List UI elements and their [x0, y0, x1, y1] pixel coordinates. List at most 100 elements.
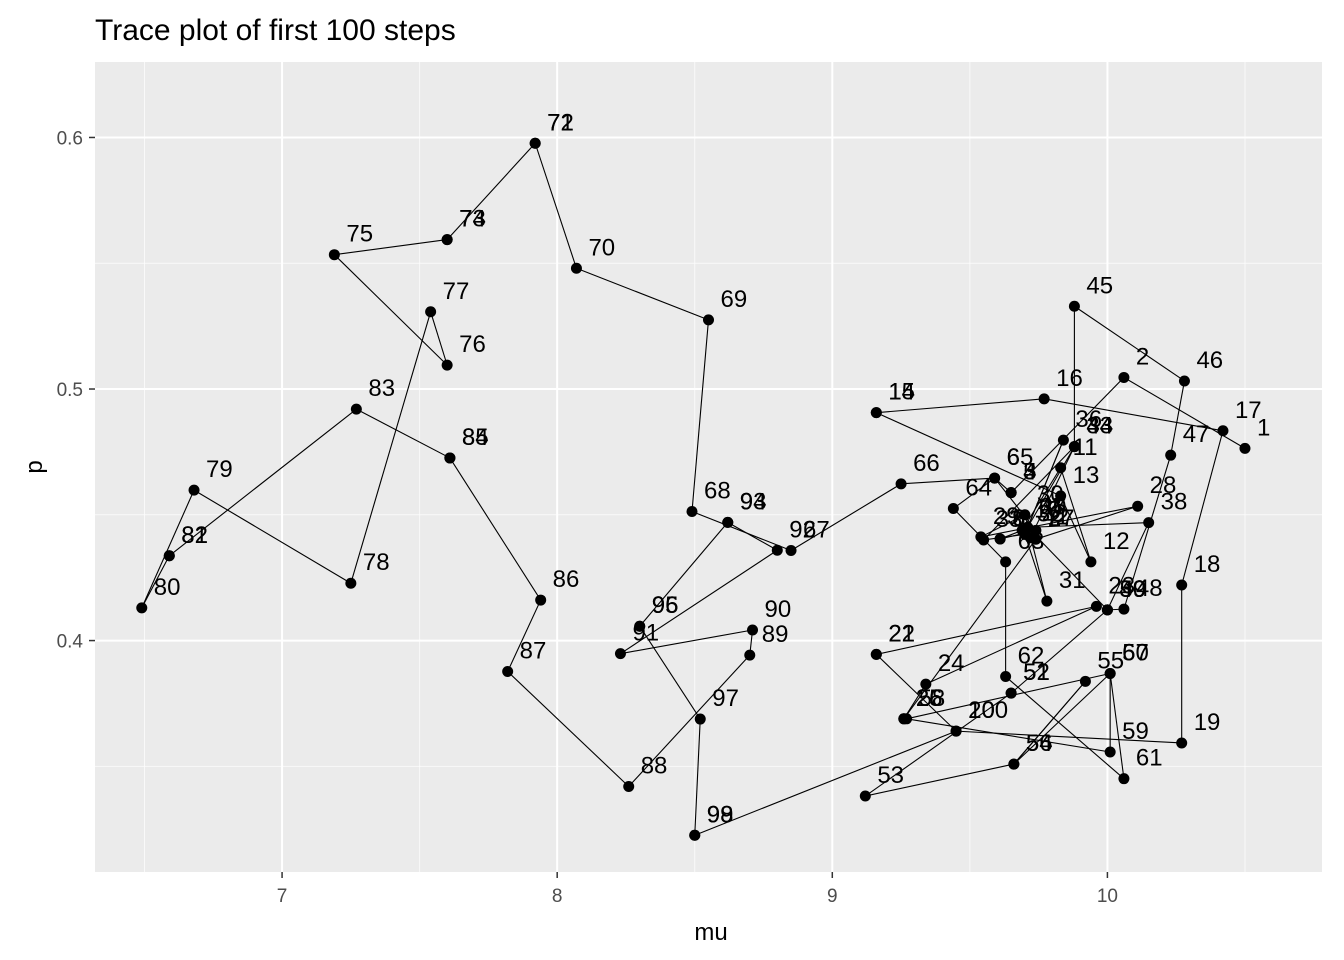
label-step-6: 6	[1007, 444, 1020, 471]
label-step-97: 97	[712, 685, 739, 712]
label-step-24: 24	[938, 650, 965, 677]
label-step-98: 98	[707, 801, 734, 828]
label-step-82: 82	[181, 522, 208, 549]
label-step-25: 25	[916, 685, 943, 712]
point-step-48	[1118, 603, 1130, 615]
label-step-88: 88	[641, 752, 668, 779]
grid-major	[95, 62, 1322, 872]
label-step-32: 32	[1037, 500, 1064, 527]
label-step-87: 87	[520, 638, 547, 665]
point-step-74	[441, 234, 453, 246]
label-step-13: 13	[1073, 462, 1100, 489]
label-step-23: 23	[1108, 572, 1135, 599]
label-step-60: 60	[1122, 640, 1149, 667]
label-step-80: 80	[154, 574, 181, 601]
label-step-64: 64	[965, 475, 992, 502]
plot-panel	[95, 62, 1322, 872]
label-step-84: 84	[462, 424, 489, 451]
point-step-17	[1217, 425, 1229, 437]
label-step-72: 72	[547, 109, 574, 136]
trace-segment-12-13	[1060, 495, 1092, 563]
point-step-58	[901, 713, 913, 725]
label-step-58: 58	[919, 685, 946, 712]
point-step-1	[1239, 442, 1251, 454]
label-step-40: 40	[1040, 493, 1067, 520]
point-step-50	[1101, 604, 1113, 616]
trace-segment-79-80	[141, 489, 195, 609]
label-step-73: 73	[459, 206, 486, 233]
trace-segment-82-83	[168, 408, 357, 557]
trace-segment-6-7	[994, 477, 1037, 531]
label-step-4: 4	[1023, 459, 1036, 486]
point-step-91	[614, 648, 626, 660]
label-step-67: 67	[803, 517, 830, 544]
point-step-77	[425, 306, 437, 318]
trace-segment-23-24	[925, 605, 1097, 685]
trace-segment-27-28	[1035, 505, 1138, 540]
trace-points	[136, 137, 1251, 841]
label-step-100: 100	[968, 697, 1008, 724]
trace-segment-68-69	[691, 319, 710, 512]
point-step-63	[1000, 556, 1012, 568]
y-axis: 0.4 0.5 0.6	[57, 128, 95, 653]
trace-segment-70-71	[534, 143, 577, 269]
trace-segment-33-34	[983, 446, 1075, 541]
point-step-56	[1008, 758, 1020, 770]
label-step-44: 44	[1086, 413, 1113, 440]
trace-segment-2-3	[1010, 377, 1125, 494]
label-step-99: 99	[707, 801, 734, 828]
label-step-74: 74	[459, 206, 486, 233]
trace-segment-90-91	[620, 629, 753, 655]
trace-segment-76-77	[430, 311, 448, 366]
trace-segment-86-87	[507, 599, 542, 672]
point-step-59	[1104, 746, 1116, 758]
label-step-19: 19	[1194, 709, 1221, 736]
y-tick-label: 0.6	[57, 128, 83, 149]
label-step-42: 42	[1042, 504, 1069, 531]
point-step-70	[570, 262, 582, 274]
label-step-15: 15	[888, 379, 915, 406]
label-step-26: 26	[916, 685, 943, 712]
trace-segment-10-11	[1021, 467, 1062, 531]
x-tick-label: 10	[1097, 886, 1118, 907]
x-axis: 7 8 9 10	[277, 872, 1118, 907]
label-step-61: 61	[1136, 745, 1163, 772]
label-step-83: 83	[368, 375, 395, 402]
label-step-63: 63	[1018, 528, 1045, 555]
trace-segment-11-12	[1060, 467, 1092, 563]
trace-segment-13-14	[876, 412, 1061, 497]
point-step-90	[747, 624, 759, 636]
label-step-70: 70	[588, 234, 615, 261]
trace-segment-96-97	[639, 625, 701, 720]
label-step-3: 3	[1023, 459, 1036, 486]
point-step-88	[623, 780, 635, 792]
x-axis-title: mu	[694, 919, 727, 946]
point-step-87	[502, 666, 514, 678]
label-step-76: 76	[459, 331, 486, 358]
label-step-17: 17	[1235, 397, 1262, 424]
y-tick-label: 0.5	[57, 380, 83, 401]
label-step-96: 96	[652, 592, 679, 619]
trace-path	[141, 142, 1246, 836]
point-step-94	[722, 516, 734, 528]
point-step-68	[686, 506, 698, 518]
trace-segment-36-37	[1027, 439, 1064, 528]
point-step-100	[950, 725, 962, 737]
point-step-52	[1005, 687, 1017, 699]
label-step-92: 92	[789, 516, 816, 543]
label-step-45: 45	[1086, 272, 1113, 299]
label-step-68: 68	[704, 478, 731, 505]
label-step-35: 35	[1040, 493, 1067, 520]
label-step-22: 22	[888, 620, 915, 647]
point-step-11	[1055, 462, 1067, 474]
trace-segment-67-68	[691, 511, 792, 552]
label-step-16: 16	[1056, 365, 1083, 392]
trace-segment-88-89	[628, 654, 751, 787]
label-step-39: 39	[1119, 576, 1146, 603]
point-step-16	[1038, 393, 1050, 405]
label-step-1: 1	[1257, 414, 1270, 441]
point-step-69	[703, 314, 714, 326]
label-step-21: 21	[888, 620, 915, 647]
trace-segment-65-66	[901, 477, 995, 485]
trace-segment-85-86	[449, 457, 542, 601]
